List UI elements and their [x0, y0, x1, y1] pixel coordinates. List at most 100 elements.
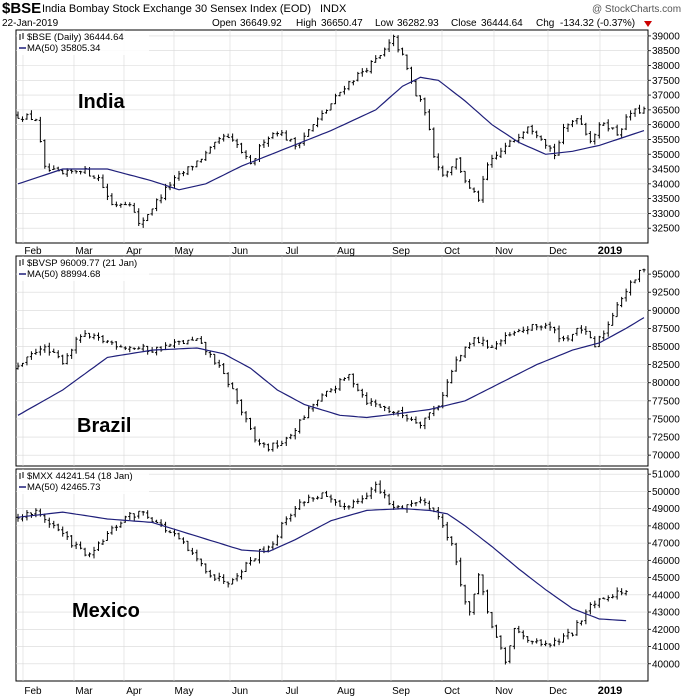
- ohlc-bar: [231, 382, 235, 390]
- ohlc-bar: [633, 108, 637, 117]
- x-tick-label: Apr: [126, 246, 142, 257]
- ohlc-bar: [342, 502, 347, 510]
- ohlc-bar: [539, 639, 543, 647]
- ohlc-bar: [535, 324, 539, 331]
- ohlc-bar: [387, 39, 391, 53]
- ohlc-bar: [606, 595, 610, 602]
- ohlc-bar: [365, 392, 369, 406]
- ohlc-bar: [244, 150, 248, 160]
- ohlc-bar: [96, 541, 101, 552]
- ohlc-bar: [159, 194, 163, 204]
- ohlc-bar: [597, 598, 601, 608]
- ohlc-bar: [65, 168, 69, 177]
- ohlc-bar: [101, 174, 105, 189]
- ohlc-bar: [213, 141, 217, 150]
- ohlc-bar: [70, 348, 74, 359]
- header-exchange: INDX: [320, 3, 347, 15]
- ohlc-bar: [602, 597, 606, 600]
- ohlc-bar: [521, 131, 525, 139]
- ohlc-bar: [463, 584, 467, 605]
- ohlc-bar: [38, 345, 42, 356]
- ohlc-bar: [485, 589, 490, 614]
- ohlc-bar: [92, 546, 96, 559]
- x-tick-label: Aug: [337, 686, 355, 697]
- ohlc-bar: [481, 574, 485, 596]
- watermark: @ StockCharts.com: [592, 4, 681, 15]
- ohlc-bar: [16, 362, 20, 370]
- ohlc-bar: [628, 110, 633, 121]
- ohlc-bar: [101, 539, 105, 545]
- close-value: 36444.64: [481, 18, 523, 29]
- ohlc-bar: [29, 351, 34, 360]
- ohlc-bar: [575, 620, 579, 636]
- ohlc-bar: [378, 54, 382, 59]
- open-value: 36649.92: [240, 18, 282, 29]
- x-tick-label: Mar: [75, 246, 93, 257]
- open-label: Open: [212, 18, 236, 29]
- ohlc-bar: [459, 557, 463, 587]
- ohlc-bar: [87, 552, 92, 558]
- chg-value: -134.32 (-0.37%): [560, 18, 635, 29]
- ohlc-bar: [557, 638, 561, 646]
- ohlc-bar: [338, 499, 342, 507]
- ohlc-bar: [307, 128, 311, 137]
- ohlc-bar: [436, 405, 440, 411]
- ma50-line: [17, 507, 627, 622]
- ohlc-bar: [570, 333, 575, 342]
- ohlc-bar: [503, 332, 507, 345]
- ohlc-bar: [47, 163, 51, 172]
- y-tick-label: 38000: [652, 61, 680, 72]
- ohlc-bar: [530, 640, 534, 645]
- ohlc-bar: [155, 198, 159, 212]
- ohlc-bar: [584, 609, 588, 625]
- ohlc-bar: [544, 322, 548, 329]
- ohlc-bar: [593, 600, 597, 609]
- ohlc-bar: [213, 353, 217, 365]
- ohlc-bar: [217, 136, 221, 144]
- ohlc-bar: [637, 269, 642, 283]
- ohlc-bar: [459, 354, 463, 362]
- ohlc-bar: [324, 109, 329, 114]
- ohlc-bar: [195, 338, 199, 341]
- ohlc-bar: [190, 547, 194, 556]
- ohlc-bar: [606, 321, 610, 337]
- ohlc-bar: [204, 341, 208, 356]
- x-tick-label: Dec: [549, 246, 567, 257]
- ohlc-bar: [141, 510, 145, 516]
- ohlc-bar: [231, 578, 235, 585]
- ohlc-bar: [409, 416, 414, 422]
- ohlc-bar: [611, 127, 615, 130]
- header-date: 22-Jan-2019: [2, 18, 59, 29]
- ohlc-bar: [374, 399, 378, 408]
- y-tick-label: 70000: [652, 451, 680, 462]
- x-tick-label: Mar: [75, 686, 93, 697]
- ohlc-bar: [190, 165, 194, 171]
- ohlc-bar: [508, 139, 512, 148]
- plot-frame: [15, 255, 649, 467]
- ohlc-bar: [517, 625, 521, 634]
- ohlc-bar: [333, 93, 338, 105]
- down-arrow-icon: [644, 21, 652, 27]
- ohlc-bar: [271, 541, 275, 551]
- ohlc-bar: [181, 537, 186, 545]
- ohlc-bar: [248, 556, 253, 566]
- ohlc-bar: [74, 170, 78, 174]
- ohlc-bar: [508, 645, 512, 664]
- ohlc-bar: [275, 440, 279, 449]
- ohlc-bar: [52, 165, 56, 170]
- ohlc-bar: [186, 166, 190, 176]
- ohlc-bar: [199, 158, 203, 163]
- ohlc-bar: [383, 405, 387, 412]
- ohlc-bar: [405, 54, 409, 71]
- y-tick-label: 87500: [652, 324, 680, 335]
- ohlc-bar: [521, 630, 525, 640]
- x-tick-label: Feb: [24, 246, 42, 257]
- ohlc-bar: [217, 572, 221, 582]
- x-tick-label: May: [175, 246, 194, 257]
- legend-ma: MA(50) 88994.68: [27, 269, 100, 280]
- ohlc-bar: [490, 611, 494, 629]
- ohlc-bar: [43, 513, 47, 523]
- ohlc-bar: [25, 356, 29, 366]
- ohlc-bar: [481, 175, 485, 203]
- ohlc-bar: [43, 139, 47, 169]
